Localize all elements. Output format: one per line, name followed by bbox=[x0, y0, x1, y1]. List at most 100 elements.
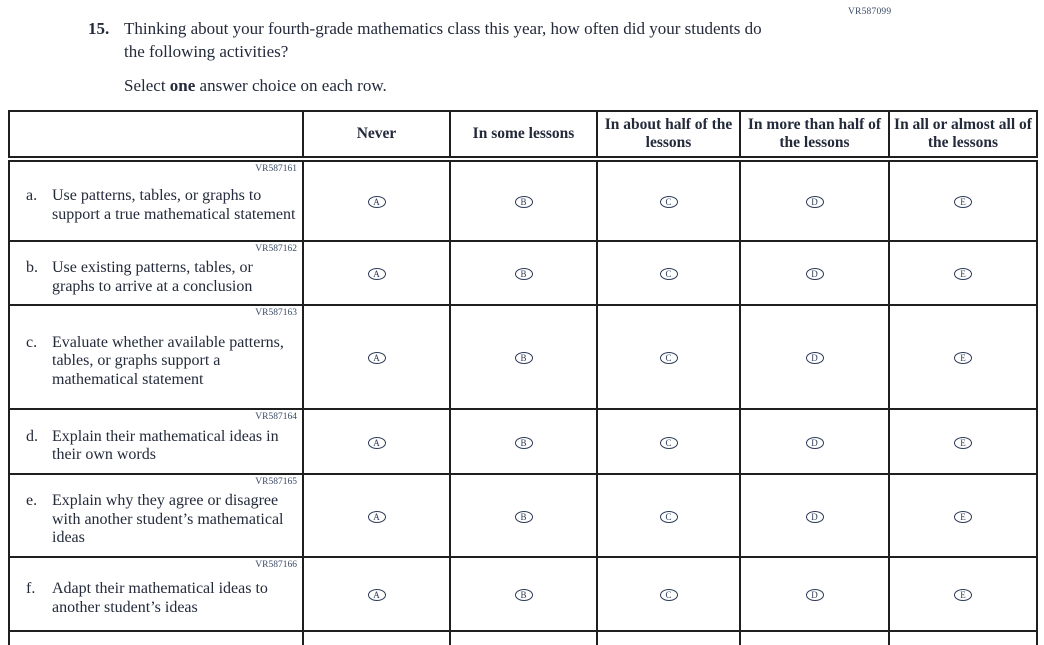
option-cell-some-lessons: B bbox=[449, 408, 598, 475]
option-cell-more-than-half: D bbox=[739, 408, 890, 475]
answer-option-d[interactable]: D bbox=[805, 268, 824, 280]
row-label-cell: VR587161 a. Use patterns, tables, or gra… bbox=[8, 158, 304, 242]
question-number: 15. bbox=[88, 19, 110, 38]
option-cell-never: A bbox=[302, 158, 451, 242]
answer-option-e[interactable]: E bbox=[954, 589, 972, 601]
option-cell-some-lessons: B bbox=[449, 556, 598, 632]
option-cell-more-than-half: D bbox=[739, 473, 890, 558]
option-cell-more-than-half: D bbox=[739, 556, 890, 632]
answer-option-b[interactable]: B bbox=[514, 436, 533, 449]
row-letter: b. bbox=[26, 259, 38, 276]
instruction-prefix: Select bbox=[124, 76, 170, 95]
column-header-about-half: In about half of the lessons bbox=[596, 110, 741, 162]
row-label-cell: VR587165 e. Explain why they agree or di… bbox=[8, 473, 304, 558]
column-header-some-lessons: In some lessons bbox=[449, 110, 598, 162]
option-cell-all-or-almost-all: E bbox=[888, 408, 1038, 475]
option-cell-all-or-almost-all: E bbox=[888, 473, 1038, 558]
answer-option-b[interactable]: B bbox=[514, 196, 533, 208]
row-text: Explain why they agree or disagree with … bbox=[52, 492, 284, 547]
row-text: Use patterns, tables, or graphs to suppo… bbox=[52, 187, 296, 223]
option-cell-all-or-almost-all: E bbox=[888, 556, 1038, 632]
option-cell-more-than-half: D bbox=[739, 304, 890, 410]
answer-option-a[interactable]: A bbox=[367, 352, 386, 364]
row-letter: f. bbox=[26, 580, 36, 597]
answer-option-c[interactable]: C bbox=[659, 436, 678, 449]
answer-option-b[interactable]: B bbox=[514, 352, 533, 364]
row-letter: e. bbox=[26, 492, 38, 510]
answer-option-c[interactable]: C bbox=[659, 510, 678, 523]
row-text: Use existing patterns, tables, or graphs… bbox=[52, 259, 253, 295]
answer-option-d[interactable]: D bbox=[805, 510, 824, 523]
activity-frequency-table: Never In some lessons In about half of t… bbox=[8, 110, 1038, 645]
table-continuation-row bbox=[8, 630, 1038, 645]
column-header-all-or-almost-all: In all or almost all of the lessons bbox=[888, 110, 1038, 162]
option-cell-never: A bbox=[302, 556, 451, 632]
column-header-more-than-half: In more than half of the lessons bbox=[739, 110, 890, 162]
option-cell-about-half: C bbox=[596, 473, 741, 558]
answer-option-b[interactable]: B bbox=[514, 589, 533, 601]
row-text: Adapt their mathematical ideas to anothe… bbox=[52, 580, 268, 616]
row-letter: d. bbox=[26, 427, 38, 445]
answer-option-a[interactable]: A bbox=[367, 510, 386, 523]
option-cell-some-lessons: B bbox=[449, 158, 598, 242]
row-code: VR587166 bbox=[255, 560, 297, 570]
answer-option-e[interactable]: E bbox=[954, 352, 972, 364]
row-code: VR587163 bbox=[255, 308, 297, 318]
answer-option-d[interactable]: D bbox=[805, 589, 824, 601]
row-letter: c. bbox=[26, 333, 38, 351]
form-code: VR587099 bbox=[848, 7, 892, 17]
row-text: Explain their mathematical ideas in thei… bbox=[52, 427, 279, 464]
option-cell-all-or-almost-all: E bbox=[888, 240, 1038, 306]
answer-option-c[interactable]: C bbox=[659, 589, 678, 601]
row-label-cell: VR587164 d. Explain their mathematical i… bbox=[8, 408, 304, 475]
row-code: VR587164 bbox=[255, 412, 297, 422]
row-letter: a. bbox=[26, 187, 38, 204]
question-instruction: Select one answer choice on each row. bbox=[124, 75, 788, 97]
option-cell-all-or-almost-all: E bbox=[888, 304, 1038, 410]
answer-option-d[interactable]: D bbox=[805, 436, 824, 449]
answer-option-b[interactable]: B bbox=[514, 268, 533, 280]
row-code: VR587165 bbox=[255, 477, 297, 487]
answer-option-a[interactable]: A bbox=[367, 196, 386, 208]
answer-option-e[interactable]: E bbox=[954, 196, 972, 208]
table-row: VR587165 e. Explain why they agree or di… bbox=[8, 473, 1038, 558]
option-cell-all-or-almost-all: E bbox=[888, 158, 1038, 242]
option-cell-about-half: C bbox=[596, 158, 741, 242]
answer-option-d[interactable]: D bbox=[805, 196, 824, 208]
answer-option-e[interactable]: E bbox=[954, 268, 972, 280]
column-header-never: Never bbox=[302, 110, 451, 162]
option-cell-some-lessons: B bbox=[449, 304, 598, 410]
option-cell-about-half: C bbox=[596, 240, 741, 306]
answer-option-e[interactable]: E bbox=[954, 436, 972, 449]
answer-option-e[interactable]: E bbox=[954, 510, 972, 523]
question-block: 15. Thinking about your fourth-grade mat… bbox=[88, 17, 788, 97]
option-cell-more-than-half: D bbox=[739, 240, 890, 306]
question-text: Thinking about your fourth-grade mathema… bbox=[124, 19, 762, 61]
table-row: VR587163 c. Evaluate whether available p… bbox=[8, 304, 1038, 410]
option-cell-never: A bbox=[302, 408, 451, 475]
option-cell-never: A bbox=[302, 473, 451, 558]
option-cell-some-lessons: B bbox=[449, 473, 598, 558]
row-label-cell: VR587163 c. Evaluate whether available p… bbox=[8, 304, 304, 410]
table-row: VR587166 f. Adapt their mathematical ide… bbox=[8, 556, 1038, 632]
answer-option-b[interactable]: B bbox=[514, 510, 533, 523]
answer-option-c[interactable]: C bbox=[659, 196, 678, 208]
row-label-header bbox=[8, 110, 304, 162]
option-cell-about-half: C bbox=[596, 408, 741, 475]
row-code: VR587162 bbox=[255, 244, 297, 254]
option-cell-about-half: C bbox=[596, 556, 741, 632]
answer-option-c[interactable]: C bbox=[659, 268, 678, 280]
table-row: VR587161 a. Use patterns, tables, or gra… bbox=[8, 158, 1038, 242]
answer-option-a[interactable]: A bbox=[367, 589, 386, 601]
answer-option-a[interactable]: A bbox=[367, 268, 386, 280]
instruction-bold-word: one bbox=[169, 76, 196, 95]
table-row: VR587162 b. Use existing patterns, table… bbox=[8, 240, 1038, 306]
answer-option-d[interactable]: D bbox=[805, 352, 824, 364]
table-row: VR587164 d. Explain their mathematical i… bbox=[8, 408, 1038, 475]
option-cell-never: A bbox=[302, 304, 451, 410]
row-label-cell: VR587162 b. Use existing patterns, table… bbox=[8, 240, 304, 306]
answer-option-a[interactable]: A bbox=[367, 436, 386, 449]
option-cell-never: A bbox=[302, 240, 451, 306]
answer-option-c[interactable]: C bbox=[659, 352, 678, 364]
table-header-row: Never In some lessons In about half of t… bbox=[8, 110, 1038, 162]
